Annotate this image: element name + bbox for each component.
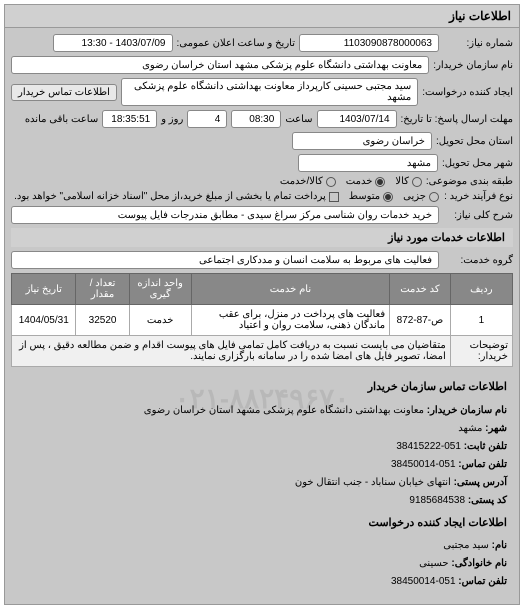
province-label: استان محل تحویل:	[436, 136, 513, 147]
radio-both[interactable]: کالا/خدمت	[280, 176, 336, 187]
contact-tel: تلفن ثابت: 051-38415222	[17, 439, 507, 455]
cell-idx: 1	[450, 305, 512, 336]
package-radio-group: کالا خدمت کالا/خدمت	[280, 176, 422, 187]
desc-field: خرید خدمات روان شناسی مرکز سراغ سیدی - م…	[11, 206, 439, 224]
package-label: طبقه بندی موضوعی:	[426, 176, 513, 187]
number-field: 1103090878000063	[299, 34, 439, 52]
contact-phone: تلفن تماس: 051-38450014	[17, 574, 507, 590]
buyer-field: معاونت بهداشتی دانشگاه علوم پزشکی مشهد ا…	[11, 56, 429, 74]
notes-row: توضیحات خریدار: متقاضیان می بایست نسبت ب…	[12, 336, 513, 367]
contact-org: نام سازمان خریدار: معاونت بهداشتی دانشگا…	[17, 403, 507, 419]
services-title: اطلاعات خدمات مورد نیاز	[11, 228, 513, 247]
desc-label: شرح کلی نیاز:	[443, 210, 513, 221]
col-code: کد خدمت	[390, 274, 451, 305]
cell-code: ص-87-872	[390, 305, 451, 336]
radio-service[interactable]: خدمت	[346, 176, 386, 187]
requester-field: سید مجتبی حسینی کارپرداز معاونت بهداشتی …	[121, 78, 418, 106]
process-label: نوع فرآیند خرید :	[443, 191, 513, 202]
days-field: 4	[187, 110, 227, 128]
contact-postal: آدرس پستی: انتهای خیابان سناباد - جنب ان…	[17, 475, 507, 491]
radio-medium[interactable]: متوسط	[349, 191, 393, 202]
check-treasury[interactable]: پرداخت تمام یا بخشی از مبلغ خرید،از محل …	[14, 191, 339, 202]
row-number: شماره نیاز: 1103090878000063 تاریخ و ساع…	[11, 34, 513, 52]
contact-button[interactable]: اطلاعات تماس خریدار	[11, 84, 117, 101]
row-package: طبقه بندی موضوعی: کالا خدمت کالا/خدمت	[11, 176, 513, 187]
col-date: تاریخ نیاز	[12, 274, 76, 305]
deadline-label: مهلت ارسال پاسخ: تا تاریخ:	[401, 114, 513, 125]
contact-section: ۰۲۱-۸۸۲۴۹۶۷۰ اطلاعات تماس سازمان خریدار …	[11, 367, 513, 598]
row-province: استان محل تحویل: خراسان رضوی	[11, 132, 513, 150]
col-name: نام خدمت	[191, 274, 389, 305]
remaining-label: ساعت باقی مانده	[25, 114, 98, 125]
number-label: شماره نیاز:	[443, 38, 513, 49]
deadline-date-field: 1403/07/14	[317, 110, 397, 128]
cell-name: فعالیت های پرداخت در منزل، برای عقب ماند…	[191, 305, 389, 336]
col-unit: واحد اندازه گیری	[129, 274, 191, 305]
row-deadline: مهلت ارسال پاسخ: تا تاریخ: 1403/07/14 سا…	[11, 110, 513, 128]
remaining-field: 18:35:51	[102, 110, 157, 128]
process-radio-group: جزیی متوسط پرداخت تمام یا بخشی از مبلغ خ…	[14, 191, 439, 202]
contact-lastname: نام خانوادگی: حسینی	[17, 556, 507, 572]
contact-fax: تلفن تماس: 051-38450014	[17, 457, 507, 473]
need-info-panel: اطلاعات نیاز شماره نیاز: 110309087800006…	[4, 4, 520, 605]
group-label: گروه خدمت:	[443, 255, 513, 266]
province-field: خراسان رضوی	[292, 132, 432, 150]
row-city: شهر محل تحویل: مشهد	[11, 154, 513, 172]
table-row: 1 ص-87-872 فعالیت های پرداخت در منزل، بر…	[12, 305, 513, 336]
row-requester: ایجاد کننده درخواست: سید مجتبی حسینی کار…	[11, 78, 513, 106]
col-qty: تعداد / مقدار	[76, 274, 129, 305]
row-process: نوع فرآیند خرید : جزیی متوسط پرداخت تمام…	[11, 191, 513, 202]
notes-value-cell: متقاضیان می بایست نسبت به دریافت کامل تم…	[12, 336, 451, 367]
radio-goods[interactable]: کالا	[395, 176, 422, 187]
panel-title: اطلاعات نیاز	[5, 5, 519, 28]
cell-unit: خدمت	[129, 305, 191, 336]
cell-date: 1404/05/31	[12, 305, 76, 336]
cell-qty: 32520	[76, 305, 129, 336]
row-buyer: نام سازمان خریدار: معاونت بهداشتی دانشگا…	[11, 56, 513, 74]
notes-label-cell: توضیحات خریدار:	[450, 336, 512, 367]
city-field: مشهد	[298, 154, 438, 172]
table-header-row: ردیف کد خدمت نام خدمت واحد اندازه گیری ت…	[12, 274, 513, 305]
contact-name: نام: سید مجتبی	[17, 538, 507, 554]
col-idx: ردیف	[450, 274, 512, 305]
requester-title: اطلاعات ایجاد کننده درخواست	[17, 513, 507, 535]
days-label: روز و	[161, 114, 183, 125]
row-desc: شرح کلی نیاز: خرید خدمات روان شناسی مرکز…	[11, 206, 513, 224]
contact-city: شهر: مشهد	[17, 421, 507, 437]
services-table: ردیف کد خدمت نام خدمت واحد اندازه گیری ت…	[11, 273, 513, 367]
panel-body: شماره نیاز: 1103090878000063 تاریخ و ساع…	[5, 28, 519, 604]
contact-title: اطلاعات تماس سازمان خریدار	[17, 377, 507, 399]
time-label: ساعت	[285, 114, 312, 125]
group-field: فعالیت های مربوط به سلامت انسان و مددکار…	[11, 251, 439, 269]
row-group: گروه خدمت: فعالیت های مربوط به سلامت انس…	[11, 251, 513, 269]
radio-small[interactable]: جزیی	[403, 191, 439, 202]
datetime-label: تاریخ و ساعت اعلان عمومی:	[177, 38, 296, 49]
deadline-time-field: 08:30	[231, 110, 281, 128]
datetime-field: 1403/07/09 - 13:30	[53, 34, 173, 52]
requester-label: ایجاد کننده درخواست:	[422, 87, 513, 98]
buyer-label: نام سازمان خریدار:	[433, 60, 513, 71]
city-label: شهر محل تحویل:	[442, 158, 513, 169]
contact-postcode: کد پستی: 9185684538	[17, 493, 507, 509]
